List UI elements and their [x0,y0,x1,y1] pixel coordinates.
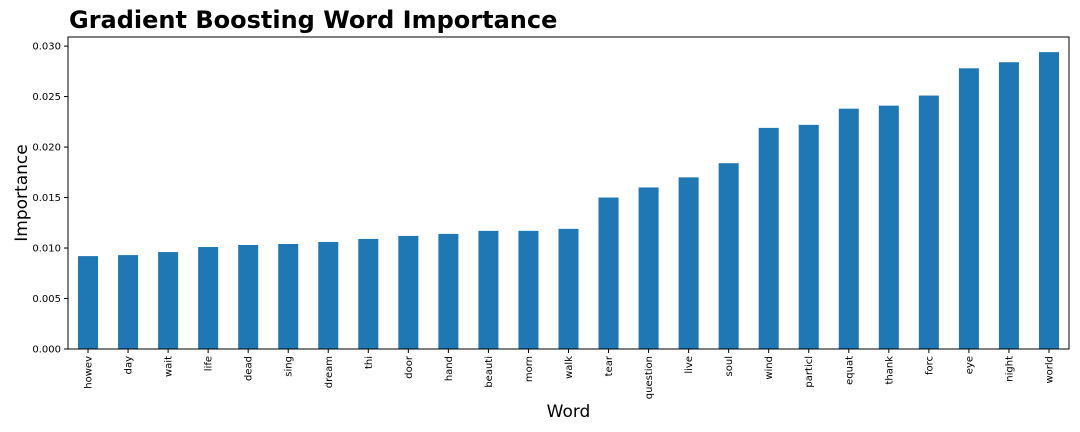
y-tick-label: 0.015 [32,193,61,204]
y-tick-label: 0.020 [32,143,61,154]
bar-dream [318,241,339,349]
bar-hand [438,233,459,349]
x-tick-label: dream [324,356,335,388]
x-axis-label: Word [547,402,591,422]
y-axis-label: Importance [12,144,32,241]
x-tick-label: day [124,356,135,374]
bar-howev [78,256,99,349]
x-tick-label: tear [604,355,615,376]
bar-door [398,235,419,349]
bar-soul [718,163,739,349]
y-tick-label: 0.005 [32,294,61,305]
bar-thank [878,105,899,350]
bar-walk [558,228,579,349]
y-tick-label: 0.030 [32,42,61,53]
x-tick-label: world [1044,356,1055,384]
x-tick-label: sing [284,356,295,377]
chart-title: Gradient Boosting Word Importance [69,6,558,34]
x-tick-label: wait [164,356,175,377]
bar-wind [758,127,779,350]
x-tick-label: beauti [484,356,495,388]
x-tick-label: wind [764,356,775,380]
x-tick-label: life [204,356,215,371]
x-tick-label: forc [924,356,935,375]
y-tick-label: 0.025 [32,92,61,103]
bar-night [998,62,1019,350]
x-tick-label: door [404,355,415,379]
bar-forc [918,95,939,349]
x-tick-label: eye [964,356,975,374]
bar-live [678,177,699,349]
bar-beauti [478,230,499,349]
x-tick-label: night [1004,356,1015,382]
bar-life [198,247,219,349]
x-tick-label: morn [524,356,535,382]
bar-eye [958,68,979,350]
bar-world [1038,52,1059,349]
x-tick-label: howev [84,356,95,389]
y-tick-label: 0.000 [32,345,61,356]
bar-morn [518,230,539,349]
x-tick-label: live [684,356,695,374]
bars-group [78,52,1059,350]
plot-frame [67,36,1070,350]
x-tick-label: question [644,356,655,399]
y-tick-label: 0.010 [32,244,61,255]
x-tick-label: soul [724,356,735,376]
x-tick-label: particl [804,356,815,388]
x-tick-label: equat [844,356,855,385]
bar-thi [358,238,379,349]
x-tick-label: hand [444,356,455,381]
bar-question [638,187,659,349]
bar-equat [838,108,859,349]
bar-sing [278,243,299,349]
y-ticks-group: 0.000 0.005 0.010 0.015 0.020 0.025 0.030 [32,42,68,356]
bar-wait [158,252,179,349]
bar-tear [598,197,619,349]
x-tick-label: dead [244,356,255,381]
x-tick-label: thi [364,356,375,369]
bar-particl [798,124,819,349]
bar-dead [238,245,259,349]
x-ticks-group: howev day wait life dead sing dream thi door hand… [84,349,1055,399]
x-tick-label: thank [884,356,895,385]
bar-day [118,255,139,349]
x-tick-label: walk [564,356,575,379]
